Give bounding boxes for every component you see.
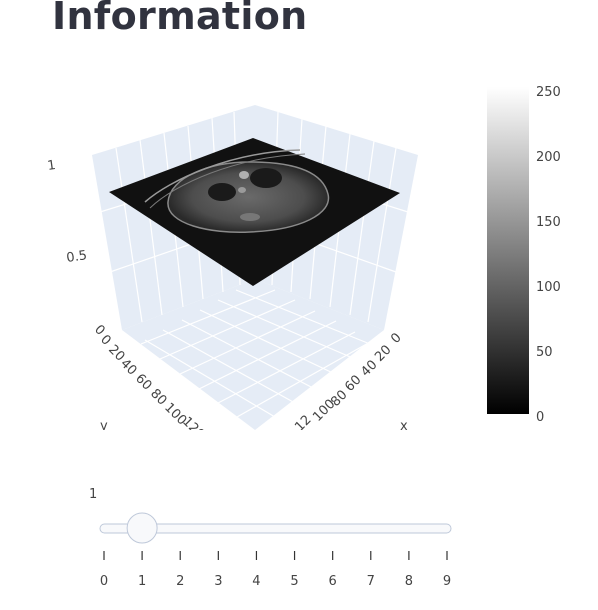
colorbar-tick-250: 250	[536, 85, 561, 100]
colorbar-tick-100: 100	[536, 280, 561, 295]
frame-slider-svg[interactable]: 1 0 1 2 3 4 5 6 7 8 9	[0, 470, 598, 610]
slider-tick-labels: 0 1 2 3 4 5 6 7 8 9	[100, 574, 451, 589]
slider-handle[interactable]	[126, 512, 158, 544]
plot-3d-svg[interactable]: 1 0.5 0 0 20 40 60 80 100 120 y 0 20 40 …	[0, 62, 598, 430]
slider-tick-label: 1	[138, 574, 146, 589]
colorbar-tick-200: 200	[536, 150, 561, 165]
slider-current-value: 1	[89, 487, 97, 502]
z-tick-0: 0.5	[65, 248, 88, 266]
slider-tick-label: 6	[329, 574, 337, 589]
plot-3d[interactable]: 1 0.5 0 0 20 40 60 80 100 120 y 0 20 40 …	[0, 62, 598, 430]
colorbar-tick-150: 150	[536, 215, 561, 230]
x-axis-title: x	[400, 419, 408, 430]
slider-ticks	[103, 551, 448, 560]
slider-tick-label: 5	[290, 574, 298, 589]
scene-floor	[122, 279, 384, 430]
slider-tick-label: 8	[405, 574, 413, 589]
frame-slider[interactable]: 1 0 1 2 3 4 5 6 7 8 9	[0, 470, 598, 610]
colorbar-gradient	[487, 87, 529, 414]
colorbar: 250 200 150 100 50 0	[487, 85, 561, 425]
y-axis-title: y	[100, 419, 108, 430]
scan-image	[144, 149, 330, 233]
z-tick-1: 1	[46, 158, 56, 174]
slider-tick-label: 4	[252, 574, 260, 589]
slider-tick-label: 3	[214, 574, 222, 589]
slider-tick-label: 7	[367, 574, 375, 589]
page-title: Information	[52, 0, 308, 38]
slider-tick-label: 0	[100, 574, 108, 589]
slider-track[interactable]	[99, 523, 452, 534]
slider-tick-label: 9	[443, 574, 451, 589]
slider-tick-label: 2	[176, 574, 184, 589]
colorbar-tick-0: 0	[536, 410, 544, 425]
colorbar-tick-50: 50	[536, 345, 553, 360]
